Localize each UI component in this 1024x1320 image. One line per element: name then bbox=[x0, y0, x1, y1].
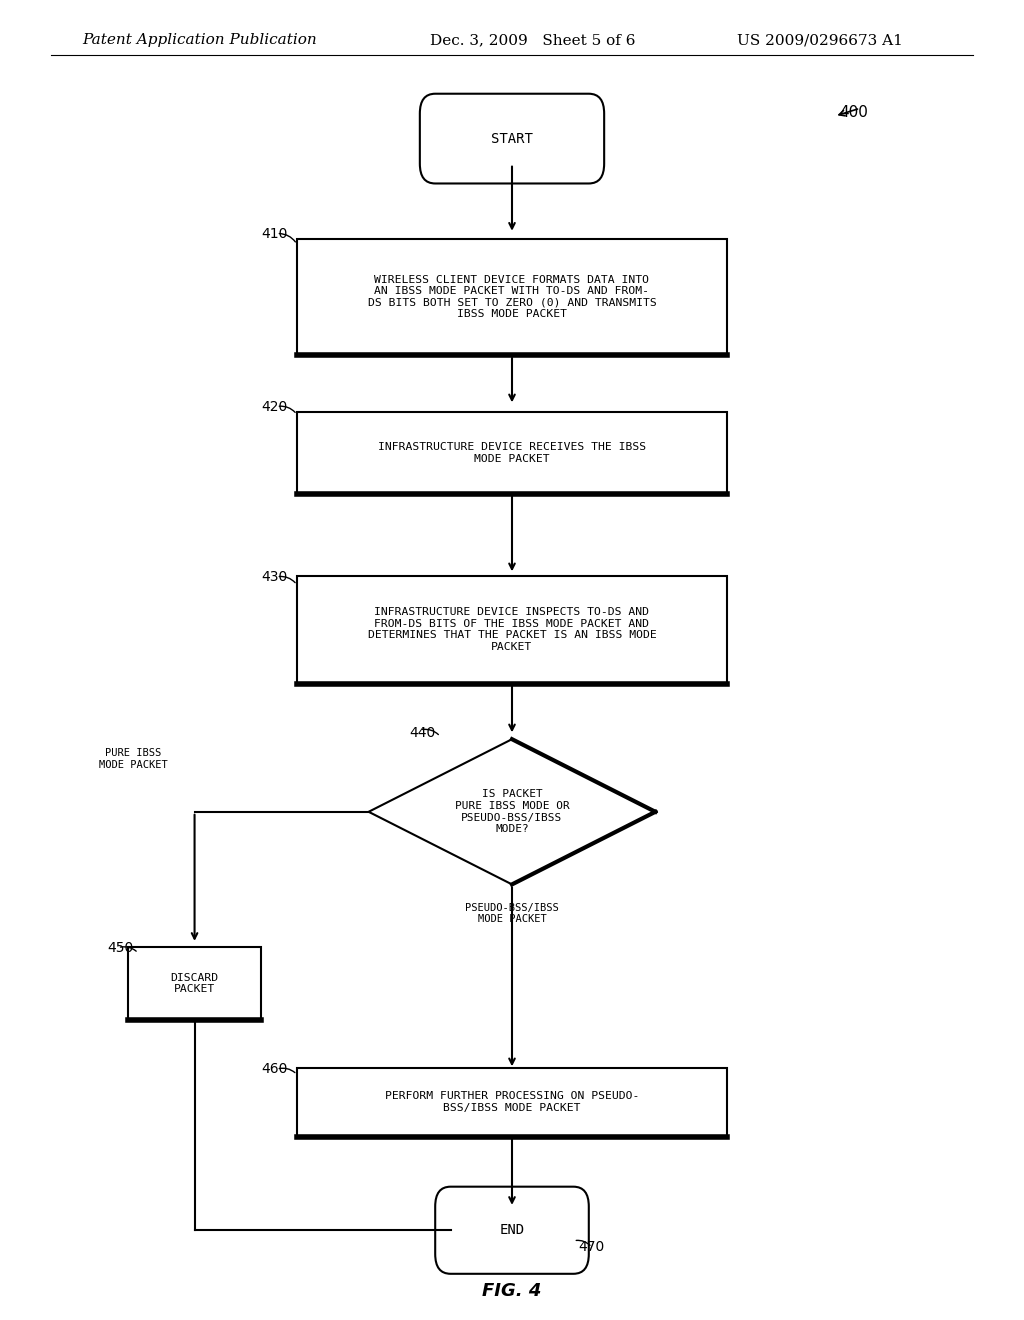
FancyBboxPatch shape bbox=[297, 576, 727, 684]
Text: Dec. 3, 2009   Sheet 5 of 6: Dec. 3, 2009 Sheet 5 of 6 bbox=[430, 33, 636, 48]
Text: PSEUDO-BSS/IBSS
MODE PACKET: PSEUDO-BSS/IBSS MODE PACKET bbox=[465, 903, 559, 924]
FancyBboxPatch shape bbox=[297, 239, 727, 355]
Text: 450: 450 bbox=[108, 941, 134, 954]
FancyBboxPatch shape bbox=[420, 94, 604, 183]
Text: END: END bbox=[500, 1224, 524, 1237]
FancyBboxPatch shape bbox=[435, 1187, 589, 1274]
Text: DISCARD
PACKET: DISCARD PACKET bbox=[171, 973, 218, 994]
Text: FIG. 4: FIG. 4 bbox=[482, 1282, 542, 1300]
Text: 440: 440 bbox=[410, 726, 436, 739]
Text: US 2009/0296673 A1: US 2009/0296673 A1 bbox=[737, 33, 903, 48]
Text: 400: 400 bbox=[840, 104, 868, 120]
Text: Patent Application Publication: Patent Application Publication bbox=[82, 33, 316, 48]
Text: PERFORM FURTHER PROCESSING ON PSEUDO-
BSS/IBSS MODE PACKET: PERFORM FURTHER PROCESSING ON PSEUDO- BS… bbox=[385, 1092, 639, 1113]
Text: IS PACKET
PURE IBSS MODE OR
PSEUDO-BSS/IBSS
MODE?: IS PACKET PURE IBSS MODE OR PSEUDO-BSS/I… bbox=[455, 789, 569, 834]
Text: 430: 430 bbox=[261, 570, 288, 583]
FancyBboxPatch shape bbox=[297, 1068, 727, 1137]
Text: INFRASTRUCTURE DEVICE RECEIVES THE IBSS
MODE PACKET: INFRASTRUCTURE DEVICE RECEIVES THE IBSS … bbox=[378, 442, 646, 463]
Text: WIRELESS CLIENT DEVICE FORMATS DATA INTO
AN IBSS MODE PACKET WITH TO-DS AND FROM: WIRELESS CLIENT DEVICE FORMATS DATA INTO… bbox=[368, 275, 656, 319]
Text: INFRASTRUCTURE DEVICE INSPECTS TO-DS AND
FROM-DS BITS OF THE IBSS MODE PACKET AN: INFRASTRUCTURE DEVICE INSPECTS TO-DS AND… bbox=[368, 607, 656, 652]
Text: PURE IBSS
MODE PACKET: PURE IBSS MODE PACKET bbox=[98, 748, 168, 770]
Text: START: START bbox=[492, 132, 532, 145]
Text: 460: 460 bbox=[261, 1063, 288, 1076]
FancyBboxPatch shape bbox=[128, 948, 261, 1019]
Text: 420: 420 bbox=[261, 400, 288, 413]
Text: 470: 470 bbox=[579, 1241, 605, 1254]
FancyBboxPatch shape bbox=[297, 412, 727, 494]
Text: 410: 410 bbox=[261, 227, 288, 240]
